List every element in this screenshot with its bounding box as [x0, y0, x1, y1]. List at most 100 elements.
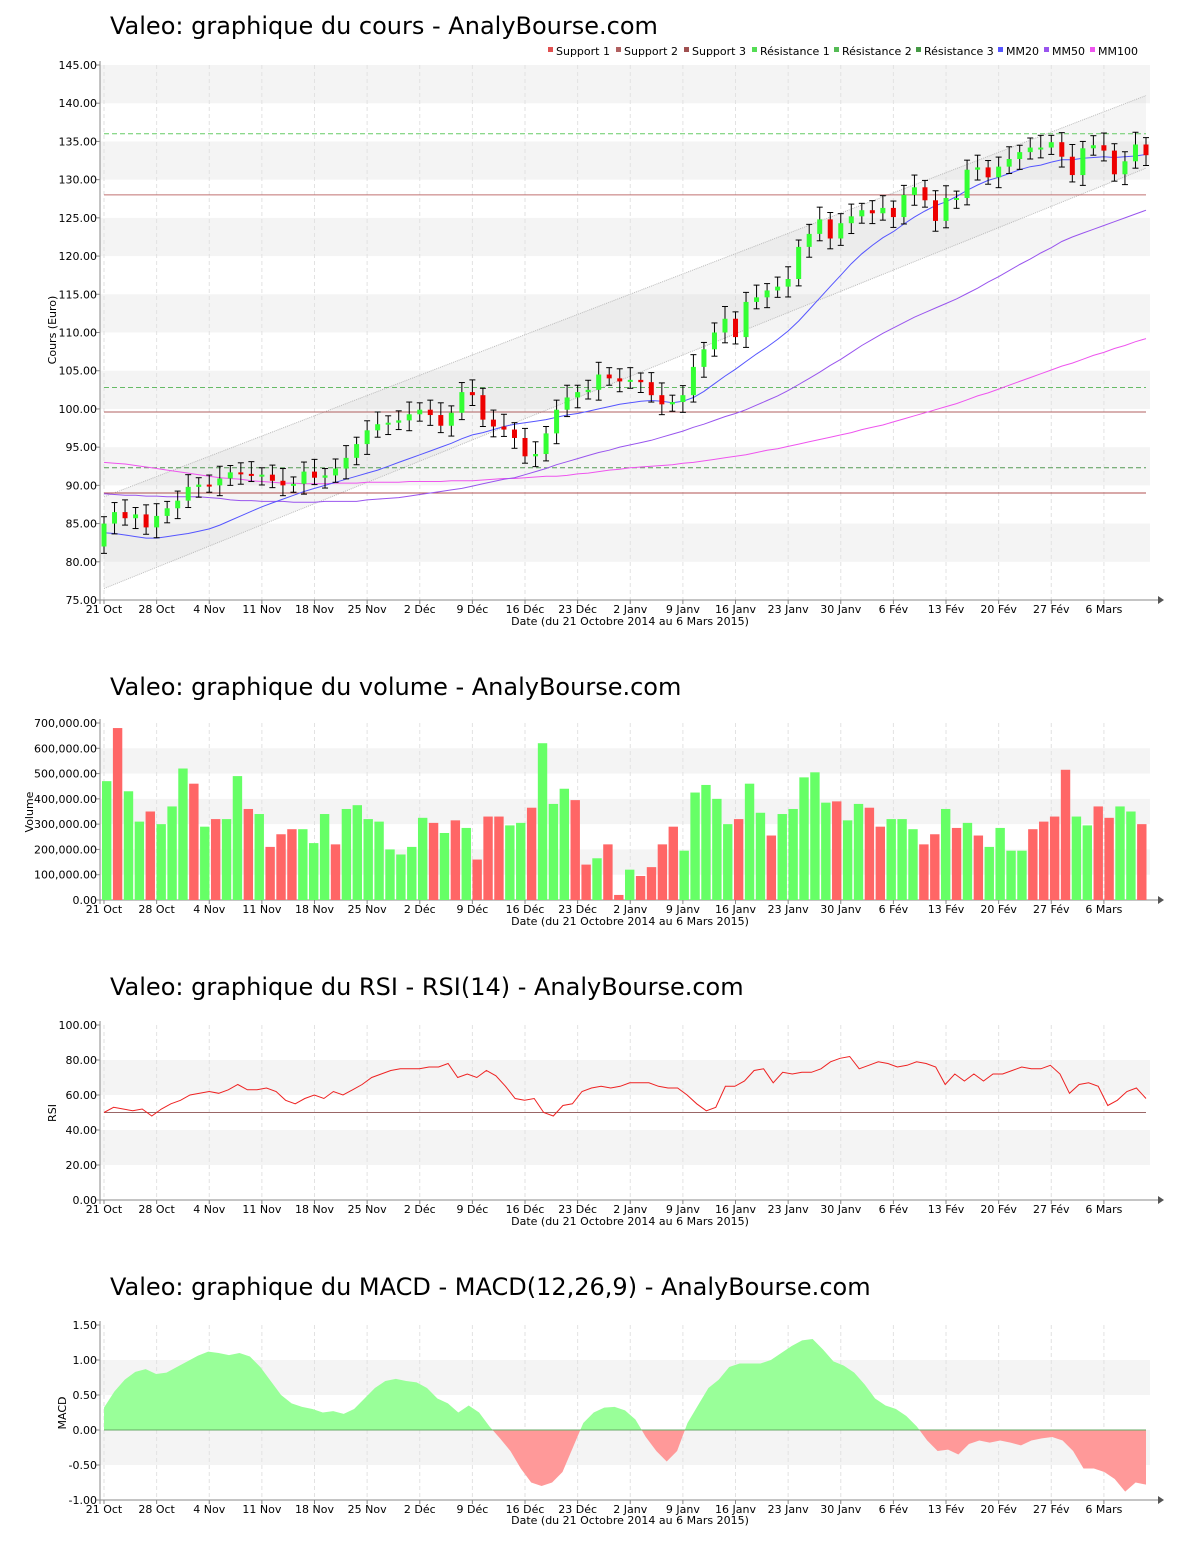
price-grid-band — [100, 141, 1150, 180]
candle-body — [543, 433, 549, 455]
candle — [195, 477, 202, 498]
candle-body — [101, 523, 107, 547]
candle — [943, 185, 950, 229]
volume-bar — [123, 791, 134, 900]
candle-body — [775, 286, 781, 291]
candle-body — [227, 472, 233, 479]
candle — [1069, 143, 1076, 183]
volume-bar — [221, 819, 232, 900]
candle-body — [848, 216, 854, 224]
candle-body — [217, 478, 223, 486]
rsi-x-tick-label: 20 Fév — [980, 1203, 1017, 1216]
candle — [458, 382, 465, 421]
price-channel-lower — [103, 167, 1147, 589]
price-y-axis-label: Cours (Euro) — [46, 296, 59, 365]
candle-body — [722, 318, 728, 333]
rsi-x-axis-arrow — [1158, 1196, 1164, 1204]
legend-label: Support 3 — [692, 45, 746, 58]
volume-bar — [930, 834, 940, 900]
price-y-tick-label: 115.00 — [59, 288, 98, 301]
macd-x-tick-label: 13 Fév — [928, 1503, 965, 1516]
rsi-plot-area: 0.00 20.00 40.00 60.00 80.00 100.00 21 Oct 28 O… — [59, 1019, 1164, 1216]
candle-body — [901, 194, 907, 218]
candle-body — [764, 290, 770, 298]
candle-body — [417, 409, 423, 415]
candle-body — [1017, 152, 1023, 160]
volume-bar — [102, 781, 112, 900]
macd-x-tick-label: 2 Déc — [404, 1503, 436, 1516]
candle — [353, 436, 360, 466]
volume-x-tick-label: 13 Fév — [928, 903, 965, 916]
rsi-x-tick-label: 4 Nov — [193, 1203, 225, 1216]
volume-x-tick-label: 16 Janv — [715, 903, 756, 916]
candle-body — [375, 424, 381, 431]
candle — [532, 441, 539, 468]
candle-body — [785, 279, 791, 287]
candle — [964, 159, 971, 206]
price-y-tick-label: 125.00 — [59, 212, 98, 225]
volume-bar — [614, 894, 624, 900]
macd-y-tick-label: -1.00 — [69, 1494, 97, 1507]
price-chart-title: Valeo: graphique du cours - AnalyBourse.… — [110, 12, 658, 40]
volume-y-axis-label: Volume — [23, 791, 36, 832]
candle-body — [1101, 145, 1107, 151]
candle — [1143, 137, 1149, 167]
volume-bar — [1071, 816, 1082, 900]
legend-swatch — [752, 47, 757, 52]
candle-body — [964, 169, 970, 198]
candle — [1132, 131, 1139, 169]
candle — [385, 415, 392, 436]
candle-body — [1080, 148, 1086, 176]
candle-body — [238, 472, 244, 475]
candle-body — [669, 402, 675, 405]
price-x-tick-label: 9 Déc — [456, 603, 488, 616]
candle — [1090, 135, 1097, 156]
rsi-x-tick-label: 2 Déc — [404, 1203, 436, 1216]
volume-bar — [319, 814, 330, 900]
volume-bar — [134, 821, 145, 900]
price-x-tick-label: 23 Déc — [558, 603, 597, 616]
price-chart-legend: Support 1 Support 2 Support 3 Résistance 1 R… — [548, 45, 1138, 58]
price-grid-band — [100, 65, 1150, 104]
macd-y-axis-label: MACD — [56, 1397, 69, 1430]
candle — [279, 468, 286, 497]
price-grid-band — [100, 447, 1150, 486]
candle-body — [1090, 145, 1096, 149]
candle-body — [1048, 142, 1054, 148]
volume-y-tick-label: 400,000.00 — [34, 793, 97, 806]
candle — [206, 474, 213, 493]
candle-body — [743, 301, 749, 338]
candle-body — [1006, 159, 1012, 167]
candle — [500, 413, 507, 437]
price-x-tick-label: 2 Janv — [613, 603, 647, 616]
candle-body — [406, 414, 412, 421]
price-x-axis-label: Date (du 21 Octobre 2014 au 6 Mars 2015) — [511, 615, 749, 628]
volume-bar — [439, 832, 450, 900]
macd-x-axis-label: Date (du 21 Octobre 2014 au 6 Mars 2015) — [511, 1514, 749, 1527]
candle-body — [943, 197, 949, 221]
ma100-line — [103, 338, 1147, 485]
candle — [237, 462, 244, 485]
rsi-x-tick-label: 6 Fév — [879, 1203, 909, 1216]
volume-bar — [712, 798, 722, 900]
price-x-tick-label: 2 Déc — [404, 603, 436, 616]
price-x-tick-label: 6 Mars — [1085, 603, 1122, 616]
legend-swatch — [998, 47, 1003, 52]
candle-body — [922, 187, 928, 201]
volume-bar — [701, 784, 711, 900]
candle — [311, 458, 318, 486]
volume-bar — [287, 829, 297, 900]
candle-body — [301, 471, 307, 484]
candle — [395, 410, 402, 431]
candle — [595, 361, 602, 401]
candle-body — [196, 484, 202, 487]
macd-y-tick-label: -0.50 — [69, 1459, 97, 1472]
price-x-tick-label: 21 Oct — [86, 603, 123, 616]
volume-bar — [853, 803, 864, 900]
candle — [585, 379, 592, 400]
volume-x-tick-label: 30 Janv — [820, 903, 861, 916]
candle — [1006, 146, 1013, 175]
candle-body — [206, 484, 212, 487]
price-x-tick-label: 11 Nov — [242, 603, 281, 616]
rsi-grid-band — [100, 1060, 1150, 1095]
